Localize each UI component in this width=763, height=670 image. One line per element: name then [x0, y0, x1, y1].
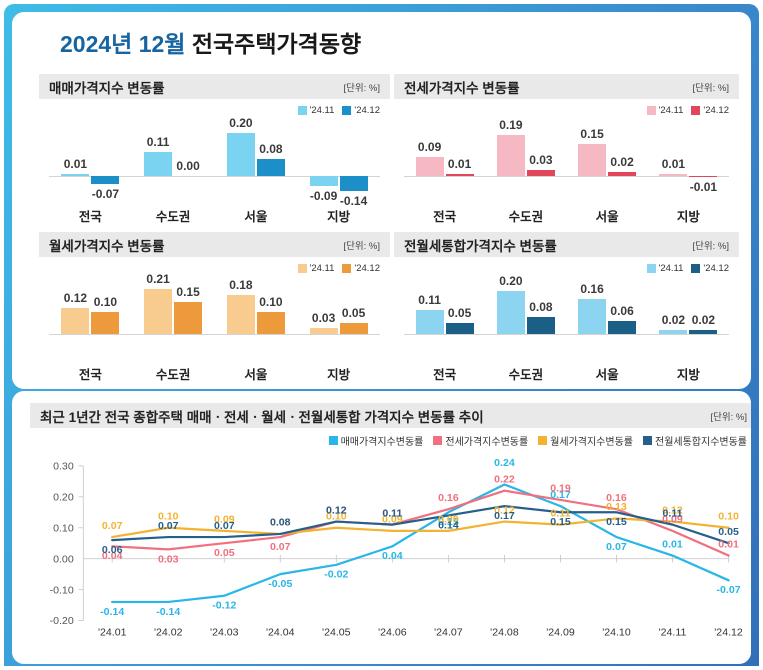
svg-text:-0.02: -0.02: [324, 570, 348, 581]
svg-text:'24.06: '24.06: [378, 627, 407, 638]
svg-text:-0.20: -0.20: [50, 616, 74, 627]
svg-text:'24.04: '24.04: [266, 627, 295, 638]
svg-text:0.15: 0.15: [606, 517, 627, 528]
svg-text:0.22: 0.22: [494, 475, 515, 486]
svg-text:0.04: 0.04: [382, 551, 403, 562]
svg-text:0.05: 0.05: [214, 548, 235, 559]
svg-text:0.01: 0.01: [662, 539, 683, 550]
svg-text:-0.14: -0.14: [156, 607, 180, 618]
svg-text:0.07: 0.07: [606, 542, 627, 553]
svg-text:0.01: 0.01: [718, 539, 739, 550]
svg-text:0.00: 0.00: [53, 555, 74, 566]
svg-text:'24.10: '24.10: [602, 627, 631, 638]
svg-text:'24.12: '24.12: [714, 627, 743, 638]
svg-text:'24.08: '24.08: [490, 627, 519, 638]
svg-text:'24.01: '24.01: [98, 627, 127, 638]
svg-text:0.13: 0.13: [606, 502, 627, 513]
svg-text:0.03: 0.03: [158, 554, 179, 565]
svg-text:-0.14: -0.14: [100, 607, 124, 618]
svg-text:0.08: 0.08: [270, 518, 291, 529]
svg-text:0.15: 0.15: [550, 517, 571, 528]
svg-text:-0.12: -0.12: [212, 601, 236, 612]
svg-text:-0.05: -0.05: [268, 579, 292, 590]
svg-text:0.07: 0.07: [158, 521, 179, 532]
svg-text:0.10: 0.10: [53, 524, 74, 535]
svg-text:0.05: 0.05: [718, 527, 739, 538]
svg-text:'24.09: '24.09: [546, 627, 575, 638]
svg-text:0.17: 0.17: [494, 511, 515, 522]
svg-text:0.07: 0.07: [102, 521, 123, 532]
svg-text:0.10: 0.10: [718, 512, 739, 523]
svg-text:-0.07: -0.07: [716, 585, 740, 596]
svg-text:0.07: 0.07: [270, 542, 291, 553]
svg-text:'24.07: '24.07: [434, 627, 463, 638]
svg-text:0.12: 0.12: [326, 505, 347, 516]
svg-text:0.07: 0.07: [214, 521, 235, 532]
svg-text:0.14: 0.14: [438, 520, 459, 531]
svg-text:0.16: 0.16: [438, 493, 459, 504]
svg-text:0.24: 0.24: [494, 458, 515, 469]
svg-text:'24.11: '24.11: [659, 627, 687, 638]
svg-text:0.06: 0.06: [102, 545, 123, 556]
svg-text:0.11: 0.11: [662, 509, 682, 520]
svg-text:-0.10: -0.10: [50, 585, 74, 596]
svg-text:0.11: 0.11: [382, 509, 402, 520]
svg-text:'24.03: '24.03: [210, 627, 239, 638]
svg-text:0.20: 0.20: [53, 493, 74, 504]
svg-text:'24.05: '24.05: [322, 627, 351, 638]
svg-text:0.19: 0.19: [550, 484, 571, 495]
svg-text:0.30: 0.30: [53, 462, 74, 473]
svg-text:'24.02: '24.02: [154, 627, 183, 638]
